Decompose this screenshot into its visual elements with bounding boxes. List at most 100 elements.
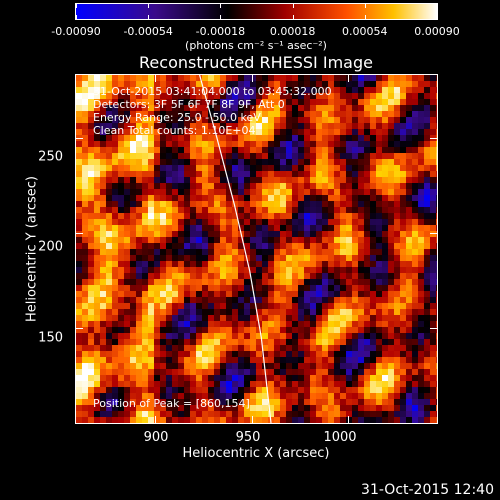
- heatmap-pixel: [208, 303, 215, 310]
- heatmap-pixel: [262, 87, 269, 94]
- heatmap-pixel: [304, 117, 311, 124]
- heatmap-pixel: [184, 255, 191, 262]
- heatmap-pixel: [88, 405, 95, 412]
- heatmap-pixel: [274, 99, 281, 106]
- heatmap-pixel: [94, 207, 101, 214]
- heatmap-pixel: [178, 171, 185, 178]
- heatmap-pixel: [226, 105, 233, 112]
- heatmap-pixel: [346, 405, 353, 412]
- heatmap-pixel: [292, 345, 299, 352]
- heatmap-pixel: [76, 87, 83, 94]
- heatmap-pixel: [268, 231, 275, 238]
- heatmap-pixel: [250, 225, 257, 232]
- heatmap-pixel: [394, 159, 401, 166]
- heatmap-pixel: [424, 231, 431, 238]
- heatmap-pixel: [82, 159, 89, 166]
- heatmap-pixel: [406, 123, 413, 130]
- heatmap-pixel: [76, 417, 83, 423]
- heatmap-pixel: [196, 315, 203, 322]
- heatmap-pixel: [418, 93, 425, 100]
- heatmap-pixel: [280, 369, 287, 376]
- heatmap-pixel: [244, 273, 251, 280]
- heatmap-pixel: [94, 237, 101, 244]
- heatmap-pixel: [370, 273, 377, 280]
- colorbar-tick-label: 0.00090: [414, 25, 460, 38]
- heatmap-pixel: [394, 243, 401, 250]
- heatmap-pixel: [118, 219, 125, 226]
- heatmap-pixel: [298, 357, 305, 364]
- heatmap-pixel: [328, 273, 335, 280]
- heatmap-pixel: [274, 237, 281, 244]
- heatmap-pixel: [256, 105, 263, 112]
- heatmap-pixel: [124, 291, 131, 298]
- heatmap-pixel: [244, 387, 251, 394]
- heatmap-pixel: [82, 105, 89, 112]
- heatmap-pixel: [250, 207, 257, 214]
- heatmap-pixel: [304, 339, 311, 346]
- heatmap-pixel: [100, 183, 107, 190]
- heatmap-pixel: [436, 285, 437, 292]
- heatmap-pixel: [82, 111, 89, 118]
- heatmap-pixel: [280, 159, 287, 166]
- heatmap-pixel: [424, 375, 431, 382]
- heatmap-pixel: [256, 231, 263, 238]
- heatmap-pixel: [214, 375, 221, 382]
- heatmap-pixel: [346, 93, 353, 100]
- heatmap-pixel: [82, 321, 89, 328]
- heatmap-pixel: [226, 219, 233, 226]
- heatmap-pixel: [388, 153, 395, 160]
- heatmap-pixel: [292, 159, 299, 166]
- heatmap-pixel: [118, 87, 125, 94]
- heatmap-pixel: [238, 321, 245, 328]
- heatmap-pixel: [400, 369, 407, 376]
- heatmap-pixel: [172, 369, 179, 376]
- heatmap-pixel: [424, 189, 431, 196]
- heatmap-pixel: [424, 87, 431, 94]
- heatmap-pixel: [304, 333, 311, 340]
- heatmap-pixel: [358, 99, 365, 106]
- heatmap-pixel: [412, 369, 419, 376]
- heatmap-pixel: [400, 261, 407, 268]
- heatmap-pixel: [112, 105, 119, 112]
- heatmap-pixel: [334, 243, 341, 250]
- heatmap-pixel: [430, 117, 437, 124]
- heatmap-pixel: [100, 147, 107, 154]
- heatmap-pixel: [148, 123, 155, 130]
- heatmap-pixel: [304, 129, 311, 136]
- heatmap-pixel: [178, 291, 185, 298]
- heatmap-pixel: [274, 315, 281, 322]
- heatmap-pixel: [250, 195, 257, 202]
- heatmap-pixel: [154, 207, 161, 214]
- heatmap-pixel: [82, 189, 89, 196]
- heatmap-pixel: [112, 129, 119, 136]
- heatmap-pixel: [376, 237, 383, 244]
- heatmap-pixel: [292, 219, 299, 226]
- heatmap-pixel: [148, 285, 155, 292]
- heatmap-pixel: [298, 183, 305, 190]
- heatmap-pixel: [202, 387, 209, 394]
- heatmap-pixel: [142, 417, 149, 423]
- heatmap-pixel: [364, 147, 371, 154]
- heatmap-pixel: [154, 141, 161, 148]
- heatmap-pixel: [142, 405, 149, 412]
- heatmap-pixel: [304, 255, 311, 262]
- heatmap-pixel: [424, 327, 431, 334]
- heatmap-pixel: [106, 297, 113, 304]
- heatmap-pixel: [382, 81, 389, 88]
- colorbar-tick: [220, 4, 222, 8]
- heatmap-pixel: [166, 399, 173, 406]
- heatmap-pixel: [424, 201, 431, 208]
- heatmap-pixel: [124, 141, 131, 148]
- heatmap-pixel: [298, 123, 305, 130]
- heatmap-pixel: [400, 267, 407, 274]
- heatmap-pixel: [220, 417, 227, 423]
- heatmap-pixel: [382, 237, 389, 244]
- heatmap-pixel: [238, 381, 245, 388]
- heatmap-pixel: [106, 183, 113, 190]
- heatmap-pixel: [82, 393, 89, 400]
- heatmap-pixel: [142, 363, 149, 370]
- heatmap-pixel: [328, 201, 335, 208]
- heatmap-pixel: [82, 261, 89, 268]
- heatmap-pixel: [382, 393, 389, 400]
- heatmap-pixel: [154, 309, 161, 316]
